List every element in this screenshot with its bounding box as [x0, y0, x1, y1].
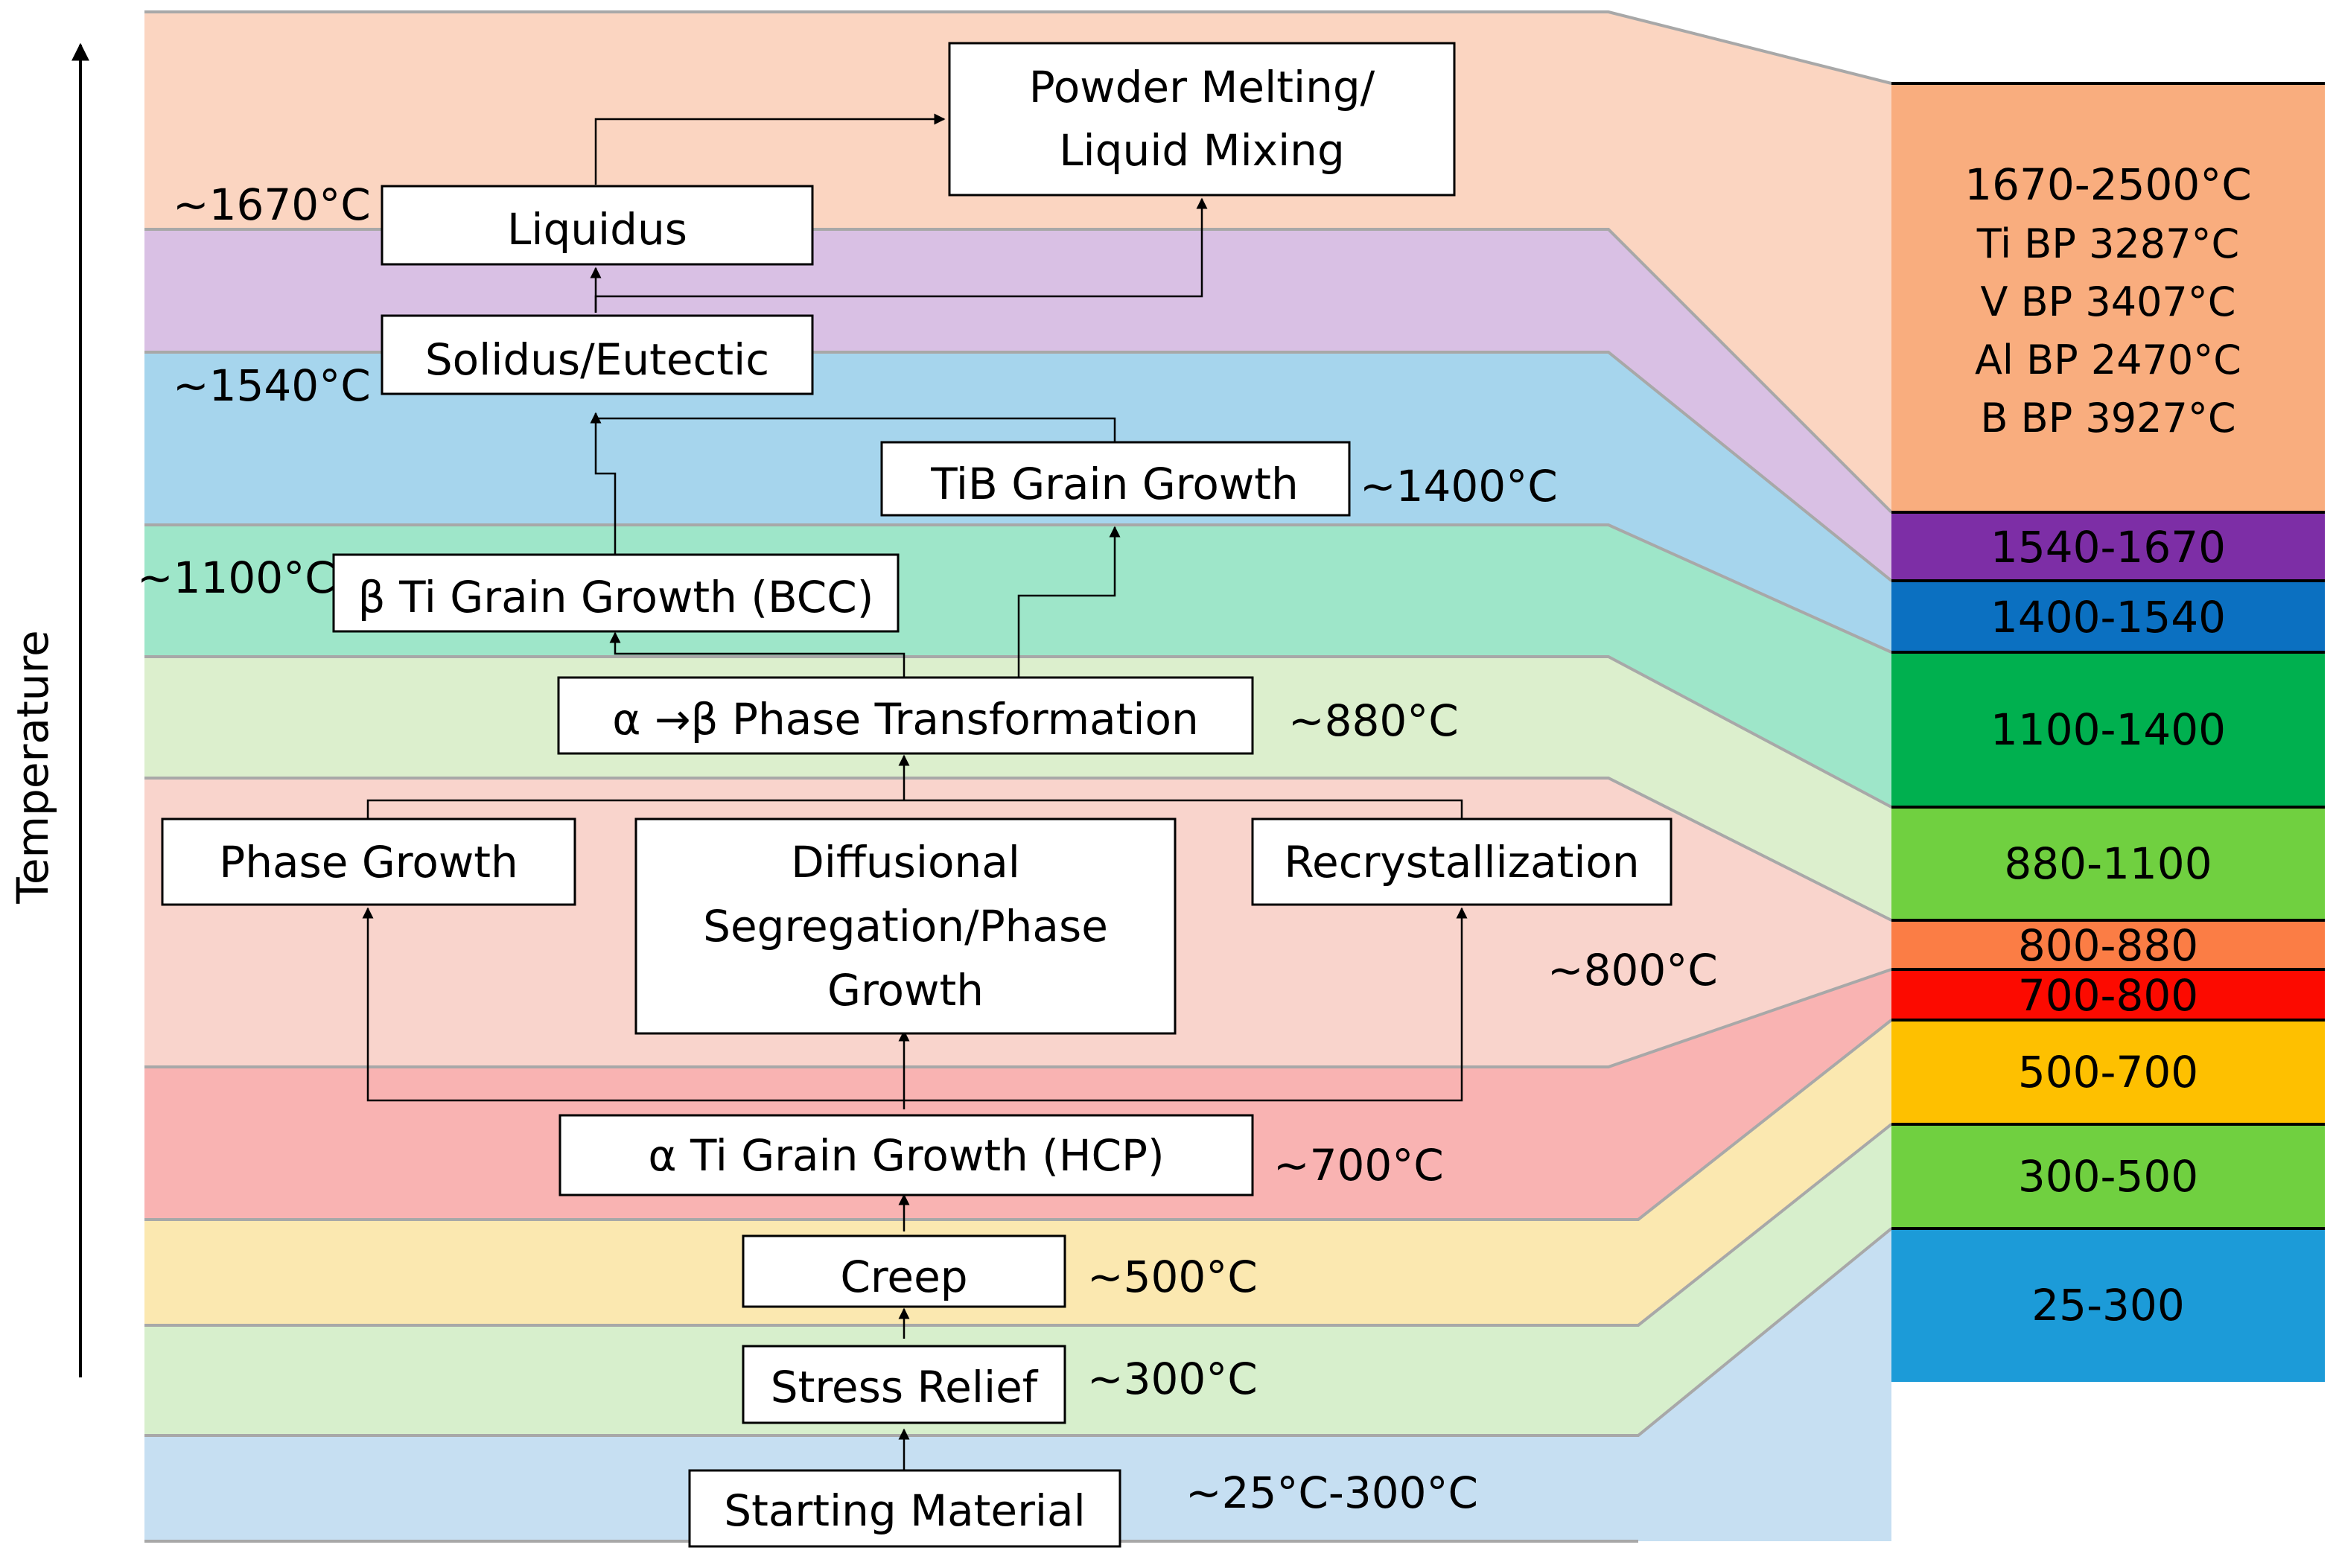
box-powder-melting: Powder Melting/ Liquid Mixing	[948, 42, 1456, 197]
legend-range-1540-1670	[1891, 512, 2325, 581]
temperature-axis-label: Temperature	[7, 630, 58, 904]
legend-label-300-500: 300-500	[2018, 1151, 2198, 1202]
temp-label-300: ~300°C	[1087, 1354, 1258, 1404]
legend-label-1400-1540: 1400-1540	[1990, 592, 2226, 643]
box-diffusional-line-3: Growth	[827, 965, 984, 1016]
connectors	[362, 113, 1468, 1470]
box-phase-growth: Phase Growth	[161, 818, 576, 906]
band-creep	[144, 1020, 1891, 1325]
box-creep-label: Creep	[840, 1252, 967, 1302]
legend-range-700-800	[1891, 969, 2325, 1020]
box-diffusional-line-2: Segregation/Phase	[703, 901, 1108, 952]
legend-label-880-1100: 880-1100	[2004, 838, 2212, 889]
box-phase-growth-label: Phase Growth	[219, 837, 518, 887]
band-stress-relief	[144, 1124, 1891, 1435]
temperature-axis: Temperature	[7, 42, 89, 1377]
box-alpha-grain-growth: α Ti Grain Growth (HCP)	[558, 1114, 1254, 1196]
legend-range-1100-1400	[1891, 652, 2325, 807]
box-liquidus: Liquidus	[381, 185, 814, 266]
box-stress-relief-label: Stress Relief	[771, 1362, 1039, 1412]
temp-label-25: ~25°C-300°C	[1185, 1467, 1478, 1518]
temp-label-1540: ~1540°C	[173, 360, 371, 411]
temp-label-1400: ~1400°C	[1360, 461, 1558, 511]
legend-label-700-800: 700-800	[2018, 970, 2198, 1021]
box-powder-melting-line-1: Powder Melting/	[1029, 62, 1375, 112]
legend-label-1540-1670: 1540-1670	[1990, 522, 2226, 573]
box-liquidus-label: Liquidus	[507, 204, 687, 255]
box-starting-material-label: Starting Material	[724, 1485, 1085, 1536]
legend-range-1400-1540	[1891, 581, 2325, 652]
box-phase-transformation-label: α →β Phase Transformation	[612, 694, 1198, 745]
legend-label-1100-1400: 1100-1400	[1990, 704, 2226, 755]
temp-label-1670: ~1670°C	[173, 179, 371, 230]
box-beta-grain-growth: β Ti Grain Growth (BCC)	[332, 553, 900, 633]
box-phase-transformation: α →β Phase Transformation	[557, 676, 1254, 755]
temperature-labels: ~25°C-300°C ~300°C ~500°C ~700°C ~800°C …	[137, 179, 1718, 1518]
temp-label-500: ~500°C	[1087, 1252, 1258, 1302]
box-recrystallization: Recrystallization	[1251, 818, 1673, 906]
box-diffusional-segregation: Diffusional Segregation/Phase Growth	[634, 818, 1177, 1035]
legend-label-500-700: 500-700	[2018, 1047, 2198, 1097]
legend-label-800-880: 800-880	[2018, 920, 2198, 971]
temp-label-1100: ~1100°C	[137, 552, 335, 603]
legend-top-title: 1670-2500°C	[1964, 159, 2252, 210]
box-recrystallization-label: Recrystallization	[1284, 837, 1639, 887]
legend-range-800-880	[1891, 920, 2325, 969]
box-solidus-eutectic-label: Solidus/Eutectic	[425, 334, 769, 385]
legend-range-25-300	[1891, 1228, 2325, 1382]
band-boundaries	[144, 10, 1893, 1543]
legend-range-880-1100	[1891, 807, 2325, 920]
box-starting-material: Starting Material	[688, 1469, 1121, 1548]
band-room-temperature	[144, 1228, 1891, 1541]
box-tib-grain-growth: TiB Grain Growth	[880, 441, 1351, 517]
legend-top-line-3: Al BP 2470°C	[1975, 337, 2241, 383]
temperature-legend: 1670-2500°C Ti BP 3287°C V BP 3407°C Al …	[1891, 82, 2325, 1382]
legend-dividers	[1891, 82, 2325, 1230]
temp-label-800: ~800°C	[1547, 945, 1718, 995]
legend-top-line-4: B BP 3927°C	[1980, 395, 2235, 442]
temp-label-700: ~700°C	[1273, 1140, 1444, 1191]
temp-label-880: ~880°C	[1288, 695, 1459, 746]
box-tib-grain-growth-label: TiB Grain Growth	[930, 459, 1299, 509]
box-solidus-eutectic: Solidus/Eutectic	[381, 314, 814, 395]
legend-range-300-500	[1891, 1124, 2325, 1228]
box-diffusional-line-1: Diffusional	[791, 837, 1020, 887]
box-beta-grain-growth-label: β Ti Grain Growth (BCC)	[358, 572, 874, 622]
legend-top-line-2: V BP 3407°C	[1980, 278, 2235, 325]
box-alpha-grain-growth-label: α Ti Grain Growth (HCP)	[648, 1130, 1164, 1181]
process-boxes: Starting Material Stress Relief Creep α …	[161, 42, 1673, 1548]
legend-range-500-700	[1891, 1020, 2325, 1124]
box-creep: Creep	[742, 1234, 1066, 1308]
box-powder-melting-line-2: Liquid Mixing	[1059, 125, 1345, 176]
legend-label-25-300: 25-300	[2031, 1280, 2184, 1330]
box-stress-relief: Stress Relief	[742, 1345, 1066, 1424]
legend-range-top	[1891, 83, 2325, 512]
legend-top-line-1: Ti BP 3287°C	[1976, 220, 2239, 267]
